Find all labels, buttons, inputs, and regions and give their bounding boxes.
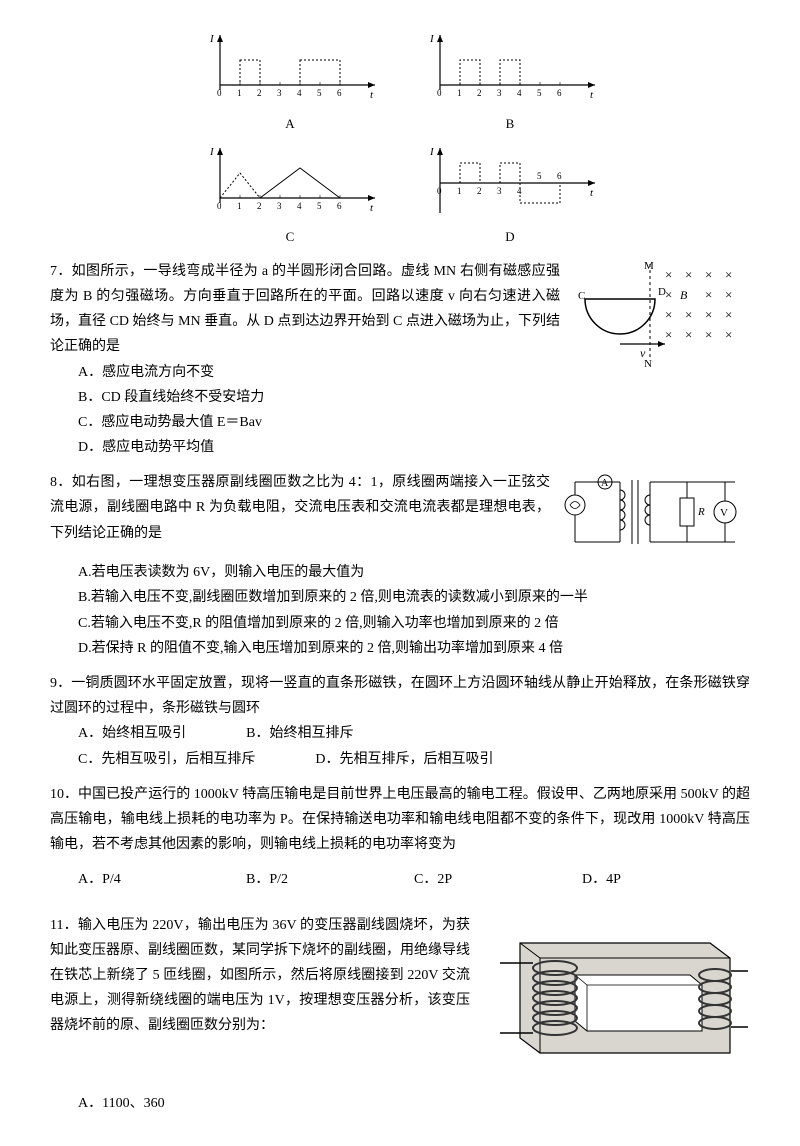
chart-B-svg: I t 0 1 2 3 4 5 6 [420,30,600,110]
q7-option-D: D．感应电动势平均值 [78,435,750,460]
q7-option-B: B．CD 段直线始终不受安培力 [78,385,750,410]
q8-figure: A R V [560,470,750,560]
svg-text:I: I [209,33,215,45]
question-7: M N C D v ×××× ××× B ×××× ×××× 7．如图所示，一导… [50,259,750,461]
chart-C: I t 0 1 2 3 4 5 6 C [200,143,380,248]
svg-text:R: R [697,506,705,518]
svg-text:2: 2 [257,201,262,211]
svg-text:B: B [680,288,688,302]
svg-text:×: × [725,307,732,322]
q9-option-D: D．先相互排斥，后相互吸引 [315,747,493,772]
svg-text:×: × [685,327,692,342]
svg-text:3: 3 [277,88,282,98]
svg-text:0: 0 [437,88,442,98]
svg-text:0: 0 [437,186,442,196]
question-10: 10．中国已投产运行的 1000kV 特高压输电是目前世界上电压最高的输电工程。… [50,782,750,893]
svg-text:V: V [720,507,728,519]
svg-text:3: 3 [277,201,282,211]
svg-text:1: 1 [237,88,242,98]
q9-option-A: A．始终相互吸引 [78,721,186,746]
svg-text:5: 5 [537,88,542,98]
q10-option-C: C．2P [414,867,582,892]
svg-text:×: × [685,267,692,282]
chart-C-label: C [286,225,295,248]
svg-text:0: 0 [217,88,222,98]
svg-text:×: × [705,267,712,282]
chart-D-label: D [505,225,514,248]
q10-stem: 10．中国已投产运行的 1000kV 特高压输电是目前世界上电压最高的输电工程。… [50,782,750,858]
svg-text:6: 6 [557,88,562,98]
chart-D-svg: I t 0123456 [420,143,600,223]
svg-text:v: v [640,346,646,360]
q10-option-B: B．P/2 [246,867,414,892]
q7-figure: M N C D v ×××× ××× B ×××× ×××× [570,259,750,369]
q11-figure [490,913,750,1073]
q8-option-C: C.若输入电压不变,R 的阻值增加到原来的 2 倍,则输入功率也增加到原来的 2… [78,611,750,636]
svg-text:6: 6 [337,201,342,211]
chart-B: I t 0 1 2 3 4 5 6 B [420,30,600,135]
svg-text:2: 2 [477,186,482,196]
q9-option-B: B．始终相互排斥 [246,721,353,746]
svg-text:t: t [370,202,374,214]
q8-option-B: B.若输入电压不变,副线圈匝数增加到原来的 2 倍,则电流表的读数减小到原来的一… [78,585,750,610]
svg-text:4: 4 [297,88,302,98]
svg-text:I: I [429,146,435,158]
q9-option-C: C．先相互吸引，后相互排斥 [78,747,255,772]
chart-C-svg: I t 0 1 2 3 4 5 6 [200,143,380,223]
svg-text:C: C [578,290,585,302]
q9-stem: 9．一铜质圆环水平固定放置，现将一竖直的直条形磁铁，在圆环上方沿圆环轴线从静止开… [50,671,750,721]
svg-text:0: 0 [217,201,222,211]
chart-A: I t 0 1 2 3 4 5 6 A [200,30,380,135]
svg-text:t: t [590,89,594,101]
svg-text:t: t [370,89,374,101]
svg-text:×: × [665,287,672,302]
svg-text:×: × [705,287,712,302]
svg-text:I: I [209,146,215,158]
svg-text:6: 6 [337,88,342,98]
svg-text:×: × [725,327,732,342]
chart-A-svg: I t 0 1 2 3 4 5 6 [200,30,380,110]
svg-text:I: I [429,33,435,45]
svg-text:M: M [644,260,654,272]
svg-text:5: 5 [537,171,542,181]
svg-text:1: 1 [457,186,462,196]
q10-option-D: D．4P [582,867,750,892]
svg-text:1: 1 [237,201,242,211]
svg-text:1: 1 [457,88,462,98]
svg-text:2: 2 [477,88,482,98]
svg-text:5: 5 [317,201,322,211]
q11-stem: 11．输入电压为 220V，输出电压为 36V 的变压器副线圆烧坏，为获知此变压… [50,913,470,1039]
svg-text:×: × [725,287,732,302]
question-8: A R V 8．如右图，一理想变压器原副线圈匝数之比为 4：1，原线圈两端接入一… [50,470,750,661]
svg-text:2: 2 [257,88,262,98]
svg-text:3: 3 [497,88,502,98]
svg-text:5: 5 [317,88,322,98]
chart-D: I t 0123456 D [420,143,600,248]
svg-text:4: 4 [297,201,302,211]
svg-text:×: × [725,267,732,282]
q7-option-C: C．感应电动势最大值 E＝Bav [78,410,750,435]
svg-text:×: × [665,307,672,322]
svg-text:4: 4 [517,88,522,98]
svg-text:×: × [665,327,672,342]
q8-option-A: A.若电压表读数为 6V，则输入电压的最大值为 [78,560,750,585]
charts-grid: I t 0 1 2 3 4 5 6 A I t [50,30,750,249]
chart-B-label: B [506,112,515,135]
svg-text:t: t [590,187,594,199]
q10-option-A: A．P/4 [78,867,246,892]
svg-text:×: × [705,307,712,322]
svg-text:×: × [685,307,692,322]
svg-text:6: 6 [557,171,562,181]
question-11: 11．输入电压为 220V，输出电压为 36V 的变压器副线圆烧坏，为获知此变压… [50,913,750,1116]
q11-option-A: A．1100、360 [50,1091,750,1116]
svg-text:×: × [705,327,712,342]
svg-text:A: A [601,478,609,489]
svg-text:×: × [665,267,672,282]
question-9: 9．一铜质圆环水平固定放置，现将一竖直的直条形磁铁，在圆环上方沿圆环轴线从静止开… [50,671,750,772]
svg-text:3: 3 [497,186,502,196]
q8-option-D: D.若保持 R 的阻值不变,输入电压增加到原来的 2 倍,则输出功率增加到原来 … [78,636,750,661]
chart-A-label: A [285,112,294,135]
